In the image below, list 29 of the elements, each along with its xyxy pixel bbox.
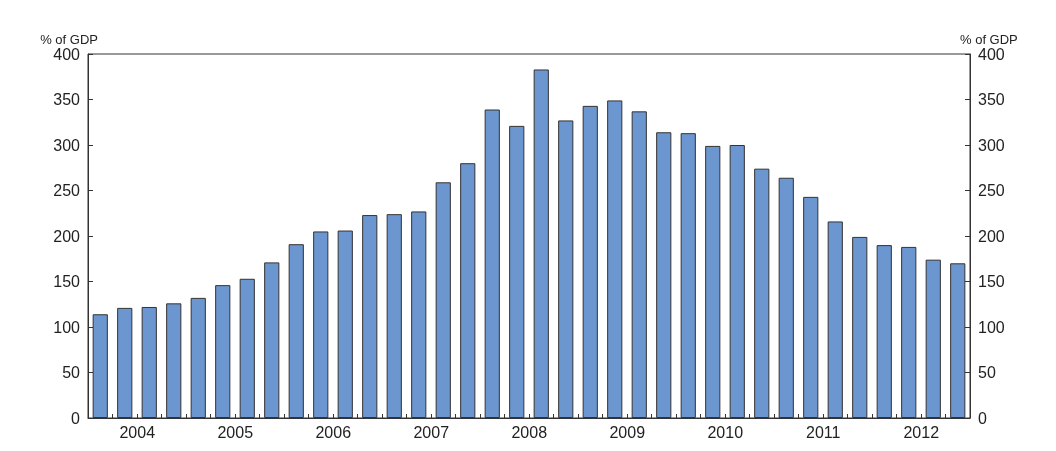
- x-tick-label: 2010: [707, 423, 744, 441]
- x-tick-label: 2011: [806, 423, 841, 441]
- y-tick-label: 100: [53, 318, 81, 336]
- y-tick-label: 350: [53, 91, 81, 108]
- x-tick-label: 2012: [903, 423, 940, 441]
- x-tick-label: 2008: [511, 423, 548, 441]
- y-axis-title: % of GDP: [40, 32, 98, 47]
- y2-tick-label: 300: [978, 136, 1005, 154]
- y-tick-label: 150: [53, 273, 81, 290]
- y2-tick-label: 400: [978, 45, 1005, 63]
- y-tick-label: 50: [62, 364, 81, 381]
- y2-tick-label: 150: [978, 273, 1005, 290]
- x-tick-label: 2006: [315, 423, 352, 441]
- y2-tick-label: 50: [978, 364, 996, 381]
- y2-tick-label: 100: [978, 318, 1005, 336]
- y-tick-label: 200: [53, 227, 81, 245]
- y2-tick-label: 0: [978, 409, 987, 427]
- y-tick-label: 400: [53, 45, 81, 63]
- x-tick-label: 2009: [609, 423, 646, 441]
- y2-axis-title: % of GDP: [960, 32, 1018, 47]
- x-tick-label: 2005: [217, 423, 254, 441]
- y2-tick-label: 350: [978, 91, 1005, 108]
- x-tick-label: 2007: [413, 423, 450, 441]
- x-tick-label: 2004: [119, 423, 156, 441]
- y-tick-label: 0: [71, 409, 81, 427]
- y-tick-label: 250: [53, 182, 81, 199]
- y-tick-label: 300: [53, 136, 81, 154]
- y2-tick-label: 250: [978, 182, 1005, 199]
- y2-tick-label: 200: [978, 227, 1005, 245]
